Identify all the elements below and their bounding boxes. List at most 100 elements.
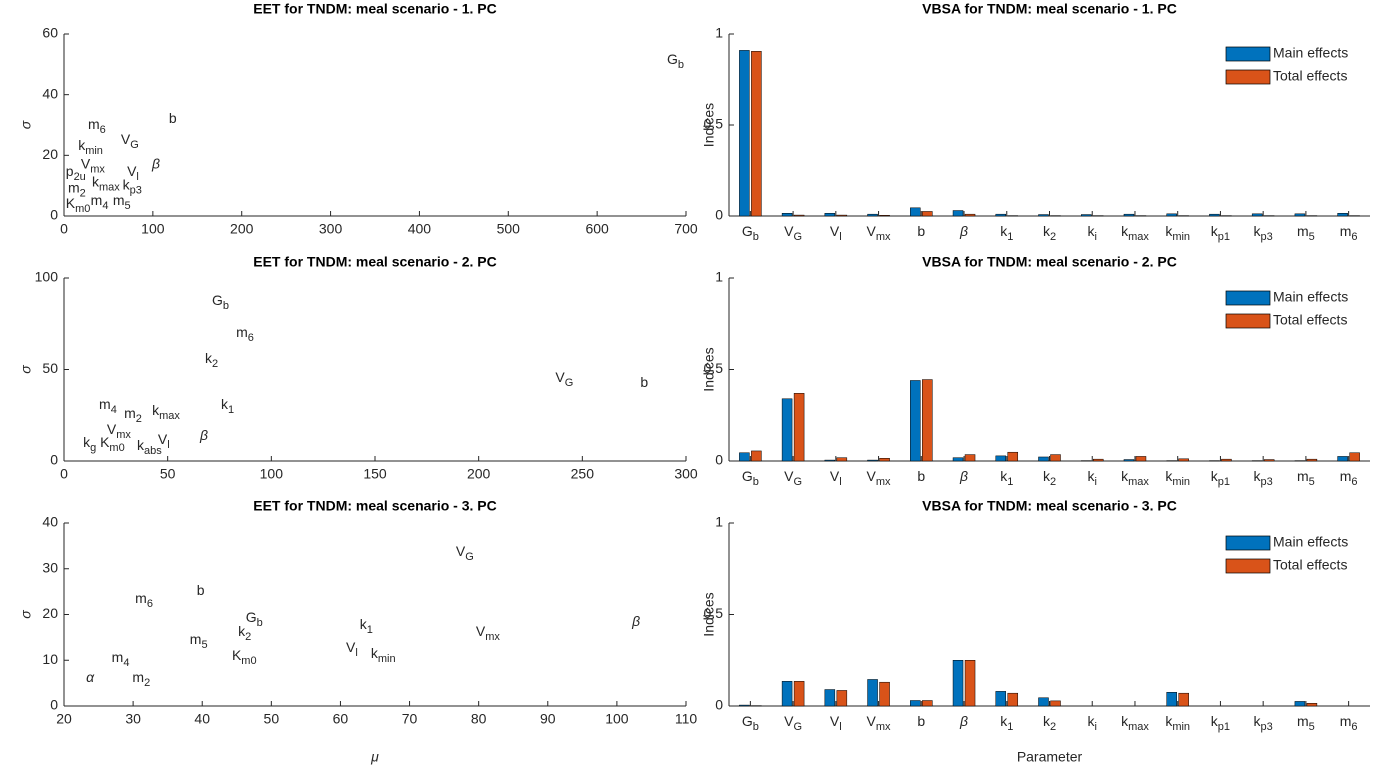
label-text: G — [742, 223, 753, 239]
label-subscript: G — [793, 231, 802, 243]
y-tick-label: 0 — [50, 452, 58, 468]
label-text: b — [169, 110, 177, 126]
bar — [781, 213, 793, 217]
label-text: V — [121, 131, 131, 147]
label-subscript: max — [1128, 721, 1149, 733]
label-subscript: b — [753, 231, 759, 243]
point-label: m2 — [132, 669, 150, 689]
label-text: G — [742, 468, 753, 484]
label-subscript: G — [793, 476, 802, 488]
label-subscript: 2 — [144, 677, 150, 689]
x-tick-label: Vmx — [867, 713, 892, 733]
y-tick-label: 1 — [715, 25, 723, 41]
label-text: m — [112, 649, 124, 665]
label-text: k — [1043, 713, 1051, 729]
label-text: α — [86, 669, 95, 685]
chart-title: VBSA for TNDM: meal scenario - 2. PC — [922, 254, 1177, 270]
label-subscript: i — [1095, 231, 1097, 243]
y-tick-label: 1 — [715, 514, 723, 530]
label-subscript: b — [223, 300, 229, 312]
label-subscript: 2 — [212, 358, 218, 370]
point-label: k2 — [238, 623, 251, 643]
bar — [1306, 703, 1318, 707]
label-text: V — [830, 713, 840, 729]
bar — [995, 691, 1007, 707]
label-text: m — [1297, 468, 1309, 484]
label-subscript: min — [1172, 231, 1190, 243]
bar — [922, 700, 933, 707]
chart-title: VBSA for TNDM: meal scenario - 3. PC — [922, 498, 1177, 514]
y-tick-label: 60 — [42, 25, 58, 41]
y-tick-label: 1 — [715, 269, 723, 285]
label-subscript: mx — [116, 429, 131, 441]
bar — [922, 379, 933, 462]
point-label: Km0 — [232, 647, 257, 667]
x-tick-label: k2 — [1043, 468, 1056, 488]
legend-swatch — [1225, 69, 1271, 85]
x-tick-label: kmax — [1121, 223, 1149, 243]
y-tick-label: 40 — [42, 514, 58, 530]
x-tick-label: Gb — [742, 713, 759, 733]
bar — [910, 700, 921, 707]
point-label: kmin — [78, 137, 103, 157]
chart-title: EET for TNDM: meal scenario - 2. PC — [253, 254, 497, 270]
y-tick-label: 20 — [42, 146, 58, 162]
label-text: k — [92, 173, 100, 189]
point-label: m4 — [91, 192, 109, 212]
chart-title: VBSA for TNDM: meal scenario - 1. PC — [922, 1, 1177, 17]
legend-label: Main effects — [1273, 45, 1348, 61]
bar — [995, 213, 1007, 217]
bar — [1123, 459, 1135, 462]
point-label: kp3 — [123, 176, 142, 196]
point-label: α — [86, 669, 95, 685]
x-tick-label: k2 — [1043, 713, 1056, 733]
legend-label: Main effects — [1273, 289, 1348, 305]
point-label: β — [631, 613, 640, 629]
label-subscript: 5 — [201, 639, 207, 651]
bar — [1294, 213, 1306, 217]
point-label: b — [640, 374, 648, 390]
label-text: k — [1043, 223, 1051, 239]
x-tick-label: β — [959, 468, 968, 484]
label-subscript: 4 — [102, 200, 108, 212]
label-text: V — [555, 369, 565, 385]
x-tick-label: β — [959, 713, 968, 729]
bar — [1263, 459, 1275, 462]
bar — [1349, 452, 1360, 462]
point-label: p2u — [66, 163, 86, 183]
label-text: k — [1121, 713, 1129, 729]
x-tick-label: 150 — [363, 466, 387, 482]
label-text: V — [867, 223, 877, 239]
x-tick-label: b — [917, 468, 925, 484]
x-tick-label: kp1 — [1211, 468, 1230, 488]
label-subscript: 5 — [1309, 476, 1315, 488]
label-text: V — [784, 223, 794, 239]
bar — [1209, 213, 1220, 217]
bar — [739, 704, 750, 707]
legend-label: Total effects — [1273, 68, 1347, 84]
point-label: VG — [555, 369, 573, 389]
label-text: m — [68, 179, 80, 195]
label-text: b — [197, 582, 205, 598]
x-tick-label: ki — [1088, 713, 1097, 733]
label-subscript: 2 — [245, 631, 251, 643]
bar — [879, 215, 890, 217]
x-tick-label: VG — [784, 713, 802, 733]
x-tick-label: kp3 — [1254, 468, 1273, 488]
label-subscript: 1 — [228, 404, 234, 416]
label-text: b — [917, 468, 925, 484]
x-tick-label: 200 — [467, 466, 491, 482]
chart-title: EET for TNDM: meal scenario - 1. PC — [253, 1, 497, 17]
point-label: VG — [456, 543, 474, 563]
x-tick-label: kp1 — [1211, 223, 1230, 243]
label-text: V — [346, 639, 356, 655]
label-text: k — [152, 402, 160, 418]
label-subscript: 5 — [1309, 721, 1315, 733]
label-subscript: min — [85, 145, 103, 157]
label-subscript: b — [753, 721, 759, 733]
point-label: Km0 — [66, 195, 91, 215]
label-text: k — [1211, 713, 1219, 729]
label-text: k — [1211, 223, 1219, 239]
point-label: Gb — [246, 609, 263, 629]
label-text: β — [631, 613, 640, 629]
